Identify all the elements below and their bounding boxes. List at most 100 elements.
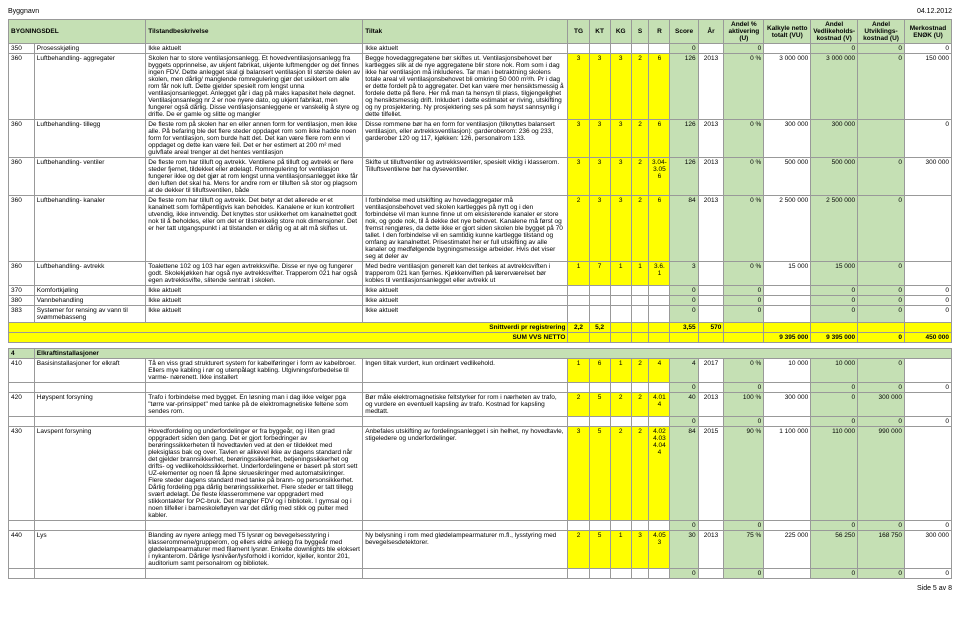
row-desc: Tå en viss grad strukturert system for k…: [146, 359, 363, 383]
row-s: 1: [631, 262, 649, 286]
row-id: 360: [9, 120, 35, 158]
row-kt: 7: [589, 262, 610, 286]
row-merk: [905, 427, 952, 521]
row-kg: [610, 44, 631, 54]
row-desc: Ikke aktuelt: [146, 286, 363, 296]
row-id: 410: [9, 359, 35, 383]
row-name: Prosesskjøling: [34, 44, 145, 54]
snitt-tg: 2,2: [568, 323, 589, 333]
cell: [649, 383, 670, 393]
cell: [649, 417, 670, 427]
sum-kalk: 9 395 000: [764, 333, 811, 343]
row-r: [649, 286, 670, 296]
row-score: 40: [670, 393, 698, 417]
sum-label: SUM VVS NETTO: [9, 333, 568, 343]
row-id: 430: [9, 427, 35, 521]
c: [610, 333, 631, 343]
row-s: 2: [631, 54, 649, 120]
table-body: 350ProsesskjølingIkke aktueltIkke aktuel…: [9, 44, 952, 579]
row-s: 2: [631, 359, 649, 383]
hdr-bygningsdel: BYGNINGSDEL: [9, 20, 146, 44]
row-s: 2: [631, 158, 649, 196]
row-score: 126: [670, 54, 698, 120]
row-desc: De fleste rom på skolen har en eller ann…: [146, 120, 363, 158]
row-kalk: [764, 296, 811, 306]
hdr-score: Score: [670, 20, 698, 44]
row-vedl: 0: [811, 296, 858, 306]
row-kg: [610, 296, 631, 306]
hdr-tiltak: Tiltak: [363, 20, 568, 44]
row-desc: Ikke aktuelt: [146, 44, 363, 54]
row-utv: 0: [858, 54, 905, 120]
row-tg: [568, 44, 589, 54]
cell: [764, 383, 811, 393]
page-footer: Side 5 av 8: [8, 585, 952, 592]
row-name: Luftbehandling- ventiler: [34, 158, 145, 196]
cell: 0: [724, 569, 764, 579]
table-row: 380VannbehandlingIkke aktueltIkke aktuel…: [9, 296, 952, 306]
row-vedl: 3 000 000: [811, 54, 858, 120]
table-row: 410Basisinstallasjoner for elkraftTå en …: [9, 359, 952, 383]
cell: [146, 417, 363, 427]
row-score: 84: [670, 196, 698, 262]
row-s: 3: [631, 531, 649, 569]
row-kg: 1: [610, 359, 631, 383]
row-ar: 2017: [698, 359, 724, 383]
cell: 0: [811, 383, 858, 393]
row-tiltak: Bør måle elektromagnetiske feltstyrker f…: [363, 393, 568, 417]
row-andel: 0 %: [724, 158, 764, 196]
row-ar: [698, 296, 724, 306]
snitt-label: Snittverdi pr registrering: [9, 323, 568, 333]
row-s: [631, 286, 649, 296]
row-kt: 3: [589, 158, 610, 196]
row-utv: 0: [858, 196, 905, 262]
doc-title: Byggnavn: [8, 8, 39, 15]
cell: [34, 521, 145, 531]
cell: 0: [905, 521, 952, 531]
row-id: 383: [9, 306, 35, 323]
table-row: 383Systemer for rensing av vann til svøm…: [9, 306, 952, 323]
row-ar: 2013: [698, 54, 724, 120]
cell: 0: [811, 417, 858, 427]
row-r: 4: [649, 359, 670, 383]
row-vedl: 0: [811, 393, 858, 417]
table-row: 440LysBlanding av nyere anlegg med T5 ly…: [9, 531, 952, 569]
row-id: 360: [9, 158, 35, 196]
row-score: 126: [670, 158, 698, 196]
row-andel: 0: [724, 306, 764, 323]
hdr-kg: KG: [610, 20, 631, 44]
cell: [9, 569, 35, 579]
row-kg: 3: [610, 54, 631, 120]
sum-utv: 0: [858, 333, 905, 343]
row-utv: 300 000: [858, 393, 905, 417]
row-utv: 990 000: [858, 427, 905, 521]
cell: [698, 417, 724, 427]
table-row: 350ProsesskjølingIkke aktueltIkke aktuel…: [9, 44, 952, 54]
row-kt: 3: [589, 54, 610, 120]
row-ar: 2013: [698, 120, 724, 158]
row-kt: [589, 306, 610, 323]
c: [649, 323, 670, 333]
row-utv: 0: [858, 44, 905, 54]
table-row: 360Luftbehandling- avtrekkToalettene 102…: [9, 262, 952, 286]
row-r: [649, 44, 670, 54]
row-kt: 3: [589, 196, 610, 262]
cell: [568, 383, 589, 393]
cell: [34, 569, 145, 579]
row-kt: [589, 44, 610, 54]
cell: 0: [811, 569, 858, 579]
cell: [34, 417, 145, 427]
row-tg: 2: [568, 393, 589, 417]
row-merk: 0: [905, 44, 952, 54]
hdr-utv: Andel Utviklings-kostnad (U): [858, 20, 905, 44]
row-merk: 0: [905, 286, 952, 296]
row-merk: 300 000: [905, 158, 952, 196]
row-merk: [905, 359, 952, 383]
cell: [9, 521, 35, 531]
row-desc: Ikke aktuelt: [146, 296, 363, 306]
row-kt: 6: [589, 359, 610, 383]
row-s: 2: [631, 393, 649, 417]
table-row: 00000: [9, 383, 952, 393]
row-tg: [568, 306, 589, 323]
row-kg: 3: [610, 120, 631, 158]
